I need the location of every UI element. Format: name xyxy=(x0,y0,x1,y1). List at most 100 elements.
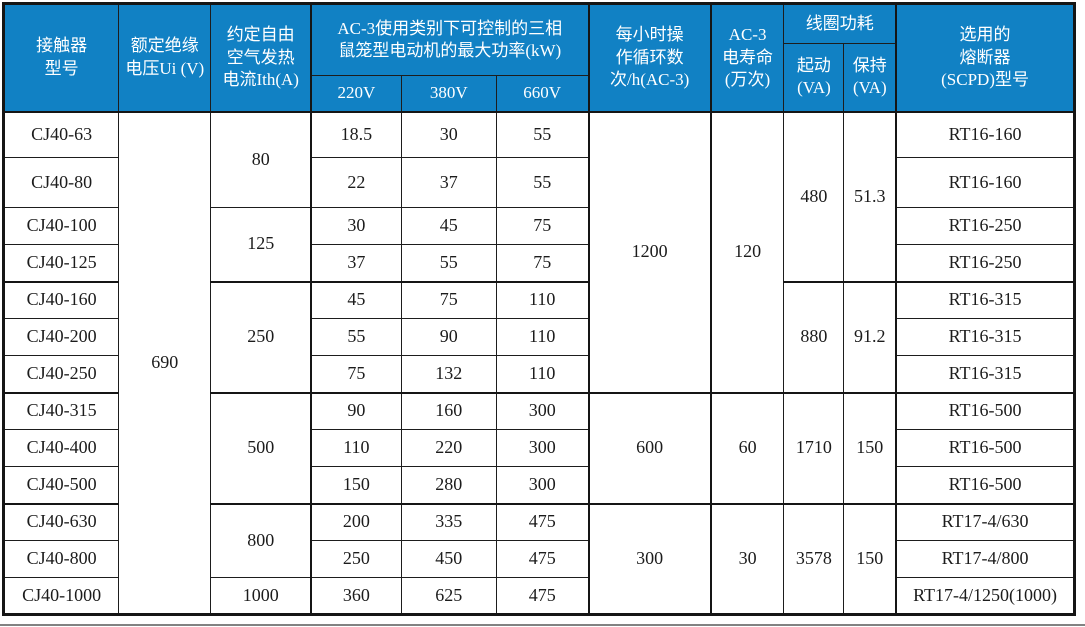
cell-fuse: RT16-160 xyxy=(895,157,1076,208)
cell-electrical-life: 60 xyxy=(709,391,785,504)
cell-power-220: 55 xyxy=(310,318,402,356)
header-insulation-voltage: 额定绝缘 电压Ui (V) xyxy=(118,3,212,112)
cell-model: CJ40-400 xyxy=(2,429,120,467)
table-row: CJ40-800 250 450 475 RT17-4/800 xyxy=(2,540,1076,578)
cell-cycles-per-hour: 600 xyxy=(587,391,712,504)
cell-power-380: 280 xyxy=(400,466,497,504)
cell-power-380: 37 xyxy=(400,157,497,208)
table-row: CJ40-630 800 200 335 475 300 30 3578 150… xyxy=(2,502,1076,615)
cell-power-220: 110 xyxy=(310,429,402,467)
cell-power-660: 300 xyxy=(495,466,590,504)
cell-power-380: 625 xyxy=(400,577,497,615)
cell-power-220: 200 xyxy=(310,502,402,541)
cell-power-380: 55 xyxy=(400,244,497,282)
cell-power-380: 220 xyxy=(400,429,497,467)
cell-power-220: 37 xyxy=(310,244,402,282)
cell-power-660: 475 xyxy=(495,577,590,615)
header-220v: 220V xyxy=(310,75,402,112)
cell-model: CJ40-500 xyxy=(2,466,120,504)
header-fuse-type: 选用的 熔断器 (SCPD)型号 xyxy=(895,3,1076,112)
cell-power-220: 45 xyxy=(310,280,402,319)
cell-thermal-current: 1000 xyxy=(210,577,312,615)
cell-power-660: 475 xyxy=(495,502,590,541)
cell-model: CJ40-63 xyxy=(2,110,120,158)
cell-thermal-current: 80 xyxy=(210,110,312,208)
cell-power-660: 475 xyxy=(495,540,590,578)
cell-coil-start: 1710 xyxy=(783,391,845,504)
cell-power-380: 335 xyxy=(400,502,497,541)
table-row: CJ40-100 125 30 45 75 RT16-250 xyxy=(2,207,1076,282)
cell-coil-hold: 91.2 xyxy=(843,280,897,393)
cell-model: CJ40-80 xyxy=(2,157,120,208)
cell-power-660: 110 xyxy=(495,355,590,393)
cell-fuse: RT16-250 xyxy=(895,207,1076,245)
cell-fuse: RT16-315 xyxy=(895,318,1076,356)
cell-fuse: RT16-500 xyxy=(895,466,1076,504)
cell-power-380: 160 xyxy=(400,391,497,430)
header-model: 接触器 型号 xyxy=(2,3,120,112)
header-thermal-current: 约定自由 空气发热 电流Ith(A) xyxy=(210,3,312,112)
table-row: CJ40-63 690 80 18.5 30 55 1200 120 480 5… xyxy=(2,110,1076,615)
cell-electrical-life: 120 xyxy=(709,110,785,393)
cell-thermal-current: 500 xyxy=(210,391,312,504)
table-row: CJ40-1000 1000 360 625 475 RT17-4/1250(1… xyxy=(2,577,1076,615)
table-row: CJ40-125 37 55 75 RT16-250 xyxy=(2,244,1076,282)
cell-fuse: RT16-500 xyxy=(895,391,1076,430)
cell-coil-hold: 51.3 xyxy=(843,110,897,282)
cell-fuse: RT16-315 xyxy=(895,355,1076,393)
cell-power-660: 75 xyxy=(495,207,590,245)
header-ac3-power-group: AC-3使用类别下可控制的三相 鼠笼型电动机的最大功率(kW) xyxy=(310,3,590,76)
cell-insulation-voltage: 690 xyxy=(118,110,212,615)
table-row: CJ40-250 75 132 110 RT16-315 xyxy=(2,355,1076,393)
cell-power-660: 110 xyxy=(495,280,590,319)
cell-power-660: 300 xyxy=(495,391,590,430)
cell-coil-start: 880 xyxy=(783,280,845,393)
cell-coil-start: 3578 xyxy=(783,502,845,615)
header-coil-power-group: 线圈功耗 xyxy=(783,3,897,44)
cell-cycles-per-hour: 1200 xyxy=(587,110,712,393)
cell-power-220: 18.5 xyxy=(310,110,402,158)
cell-model: CJ40-315 xyxy=(2,391,120,430)
cell-model: CJ40-1000 xyxy=(2,577,120,615)
cell-power-380: 450 xyxy=(400,540,497,578)
header-coil-start: 起动 (VA) xyxy=(783,43,845,112)
cell-coil-hold: 150 xyxy=(843,502,897,615)
cell-fuse: RT16-250 xyxy=(895,244,1076,282)
cell-power-380: 45 xyxy=(400,207,497,245)
table-row: CJ40-500 150 280 300 RT16-500 xyxy=(2,466,1076,504)
table-row: CJ40-200 55 90 110 RT16-315 xyxy=(2,318,1076,356)
cell-model: CJ40-800 xyxy=(2,540,120,578)
header-coil-hold: 保持 (VA) xyxy=(843,43,897,112)
cell-power-220: 250 xyxy=(310,540,402,578)
header-cycles-per-hour: 每小时操 作循环数 次/h(AC-3) xyxy=(587,3,712,112)
cell-electrical-life: 30 xyxy=(709,502,785,615)
header-electrical-life: AC-3 电寿命 (万次) xyxy=(709,3,785,112)
cell-model: CJ40-200 xyxy=(2,318,120,356)
cell-coil-start: 480 xyxy=(783,110,845,282)
cell-model: CJ40-160 xyxy=(2,280,120,319)
cell-thermal-current: 800 xyxy=(210,502,312,578)
header-380v: 380V xyxy=(400,75,497,112)
cell-model: CJ40-100 xyxy=(2,207,120,245)
cell-coil-hold: 150 xyxy=(843,391,897,504)
cell-power-220: 30 xyxy=(310,207,402,245)
cell-model: CJ40-125 xyxy=(2,244,120,282)
cell-power-380: 132 xyxy=(400,355,497,393)
cell-fuse: RT17-4/800 xyxy=(895,540,1076,578)
cell-fuse: RT16-160 xyxy=(895,110,1076,158)
cell-thermal-current: 250 xyxy=(210,280,312,393)
table-row: CJ40-160 250 45 75 110 880 91.2 RT16-315 xyxy=(2,280,1076,393)
cell-model: CJ40-250 xyxy=(2,355,120,393)
cell-power-660: 55 xyxy=(495,110,590,158)
cell-power-220: 90 xyxy=(310,391,402,430)
cell-model: CJ40-630 xyxy=(2,502,120,541)
table-row: CJ40-400 110 220 300 RT16-500 xyxy=(2,429,1076,467)
cell-power-660: 55 xyxy=(495,157,590,208)
cell-power-220: 75 xyxy=(310,355,402,393)
table-row: CJ40-315 500 90 160 300 600 60 1710 150 … xyxy=(2,391,1076,504)
cell-power-380: 75 xyxy=(400,280,497,319)
cell-fuse: RT17-4/630 xyxy=(895,502,1076,541)
cell-power-220: 360 xyxy=(310,577,402,615)
cell-cycles-per-hour: 300 xyxy=(587,502,712,615)
cell-fuse: RT16-500 xyxy=(895,429,1076,467)
